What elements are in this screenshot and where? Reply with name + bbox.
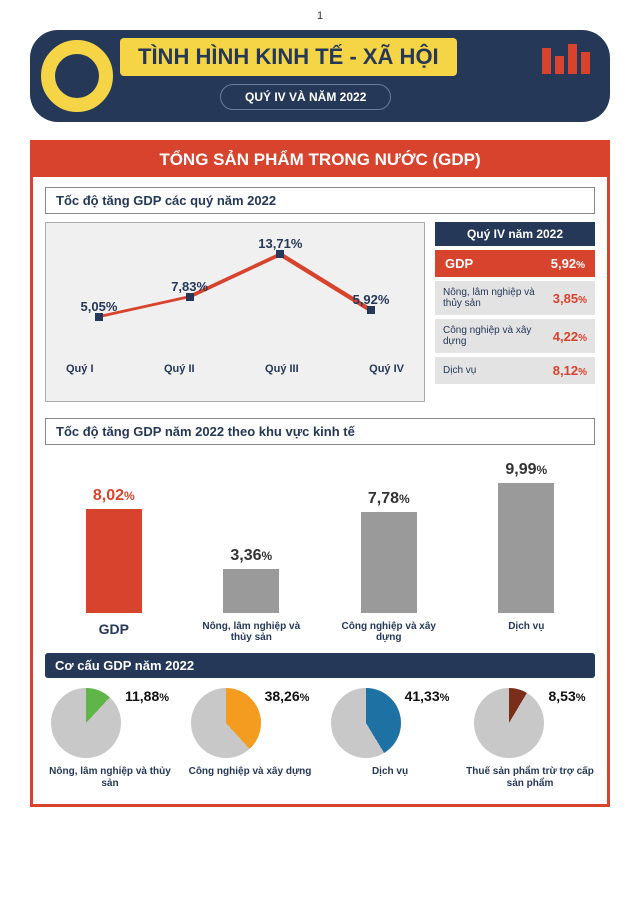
- bar-chart: 8,02% 3,36% 7,78% 9,99%: [45, 453, 595, 613]
- pie-label: Công nghiệp và xây dựng: [185, 766, 315, 778]
- bar-chart-title: Tốc độ tăng GDP năm 2022 theo khu vực ki…: [45, 418, 595, 445]
- bar-label: Công nghiệp và xây dựng: [330, 621, 448, 643]
- side-gdp-label: GDP: [445, 256, 473, 271]
- pie-label: Nông, lâm nghiệp và thủy sản: [45, 766, 175, 790]
- pie-label: Thuế sản phẩm trừ trợ cấp sản phẩm: [465, 766, 595, 790]
- pie-value: 11,88%: [125, 688, 169, 704]
- gdp-section: TỔNG SẢN PHẨM TRONG NƯỚC (GDP) Tốc độ tă…: [30, 140, 610, 807]
- side-row-value: 3,85%: [553, 291, 587, 306]
- pie-chart: [191, 688, 261, 758]
- line-chart-title: Tốc độ tăng GDP các quý năm 2022: [45, 187, 595, 214]
- pie-column: 38,26% Công nghiệp và xây dựng: [185, 688, 315, 790]
- pie-value: 8,53%: [548, 688, 585, 704]
- side-title: Quý IV năm 2022: [435, 222, 595, 246]
- bar-column: 3,36%: [193, 547, 311, 613]
- chart-value-label: 5,05%: [81, 299, 118, 314]
- chart-value-label: 7,83%: [171, 279, 208, 294]
- side-row-label: Nông, lâm nghiệp và thủy sản: [443, 287, 553, 309]
- bar: [223, 569, 279, 613]
- pie-value: 41,33%: [405, 688, 450, 704]
- chart-point: [95, 313, 103, 321]
- section-title: TỔNG SẢN PHẨM TRONG NƯỚC (GDP): [33, 143, 607, 177]
- side-row-value: 4,22%: [553, 329, 587, 344]
- side-row-value: 8,12%: [553, 363, 587, 378]
- bar: [361, 512, 417, 613]
- pie-value: 38,26%: [265, 688, 310, 704]
- bar-icon: [542, 44, 590, 74]
- page-number: 1: [30, 10, 610, 22]
- x-axis-label: Quý IV: [369, 363, 404, 375]
- bar-label: Dịch vụ: [468, 621, 586, 643]
- bar-label: Nông, lâm nghiệp và thủy sản: [193, 621, 311, 643]
- pie-title: Cơ cấu GDP năm 2022: [45, 653, 595, 678]
- bar-value: 7,78%: [368, 490, 410, 508]
- bar-label: GDP: [55, 621, 173, 643]
- side-row-label: Dịch vụ: [443, 365, 476, 376]
- chart-point: [367, 306, 375, 314]
- bar-value: 8,02%: [93, 487, 135, 505]
- pie-chart: [331, 688, 401, 758]
- x-axis-label: Quý II: [164, 363, 195, 375]
- side-row-label: Công nghiệp và xây dựng: [443, 325, 553, 347]
- x-axis-label: Quý I: [66, 363, 94, 375]
- chart-point: [276, 250, 284, 258]
- header: TÌNH HÌNH KINH TẾ - XÃ HỘI QUÝ IV VÀ NĂM…: [30, 30, 610, 122]
- pie-label: Dịch vụ: [325, 766, 455, 778]
- bar: [86, 509, 142, 613]
- chart-value-label: 13,71%: [258, 236, 302, 251]
- pie-column: 41,33% Dịch vụ: [325, 688, 455, 790]
- bar-column: 9,99%: [468, 461, 586, 613]
- pie-column: 11,88% Nông, lâm nghiệp và thủy sản: [45, 688, 175, 790]
- pie-column: 8,53% Thuế sản phẩm trừ trợ cấp sản phẩm: [465, 688, 595, 790]
- x-axis-label: Quý III: [265, 363, 299, 375]
- side-panel: Quý IV năm 2022 GDP 5,92% Nông, lâm nghi…: [435, 222, 595, 402]
- bar-value: 9,99%: [505, 461, 547, 479]
- side-row: Nông, lâm nghiệp và thủy sản3,85%: [435, 281, 595, 315]
- line-chart: 5,05% 7,83% 13,71% 5,92% Quý I Quý II Quý III…: [45, 222, 425, 402]
- logo: [38, 37, 116, 115]
- bar-value: 3,36%: [230, 547, 272, 565]
- bar-column: 7,78%: [330, 490, 448, 613]
- chart-point: [186, 293, 194, 301]
- side-row: Công nghiệp và xây dựng4,22%: [435, 319, 595, 353]
- bar-column: 8,02%: [55, 487, 173, 613]
- pie-chart: [474, 688, 544, 758]
- pie-chart: [51, 688, 121, 758]
- side-row: Dịch vụ 8,12%: [435, 357, 595, 384]
- subtitle: QUÝ IV VÀ NĂM 2022: [220, 84, 391, 110]
- side-gdp-value: 5,92%: [551, 256, 585, 271]
- bar: [498, 483, 554, 613]
- page-title: TÌNH HÌNH KINH TẾ - XÃ HỘI: [120, 38, 457, 76]
- pie-charts: 11,88% Nông, lâm nghiệp và thủy sản 38,2…: [33, 678, 607, 804]
- chart-value-label: 5,92%: [353, 292, 390, 307]
- side-gdp: GDP 5,92%: [435, 250, 595, 277]
